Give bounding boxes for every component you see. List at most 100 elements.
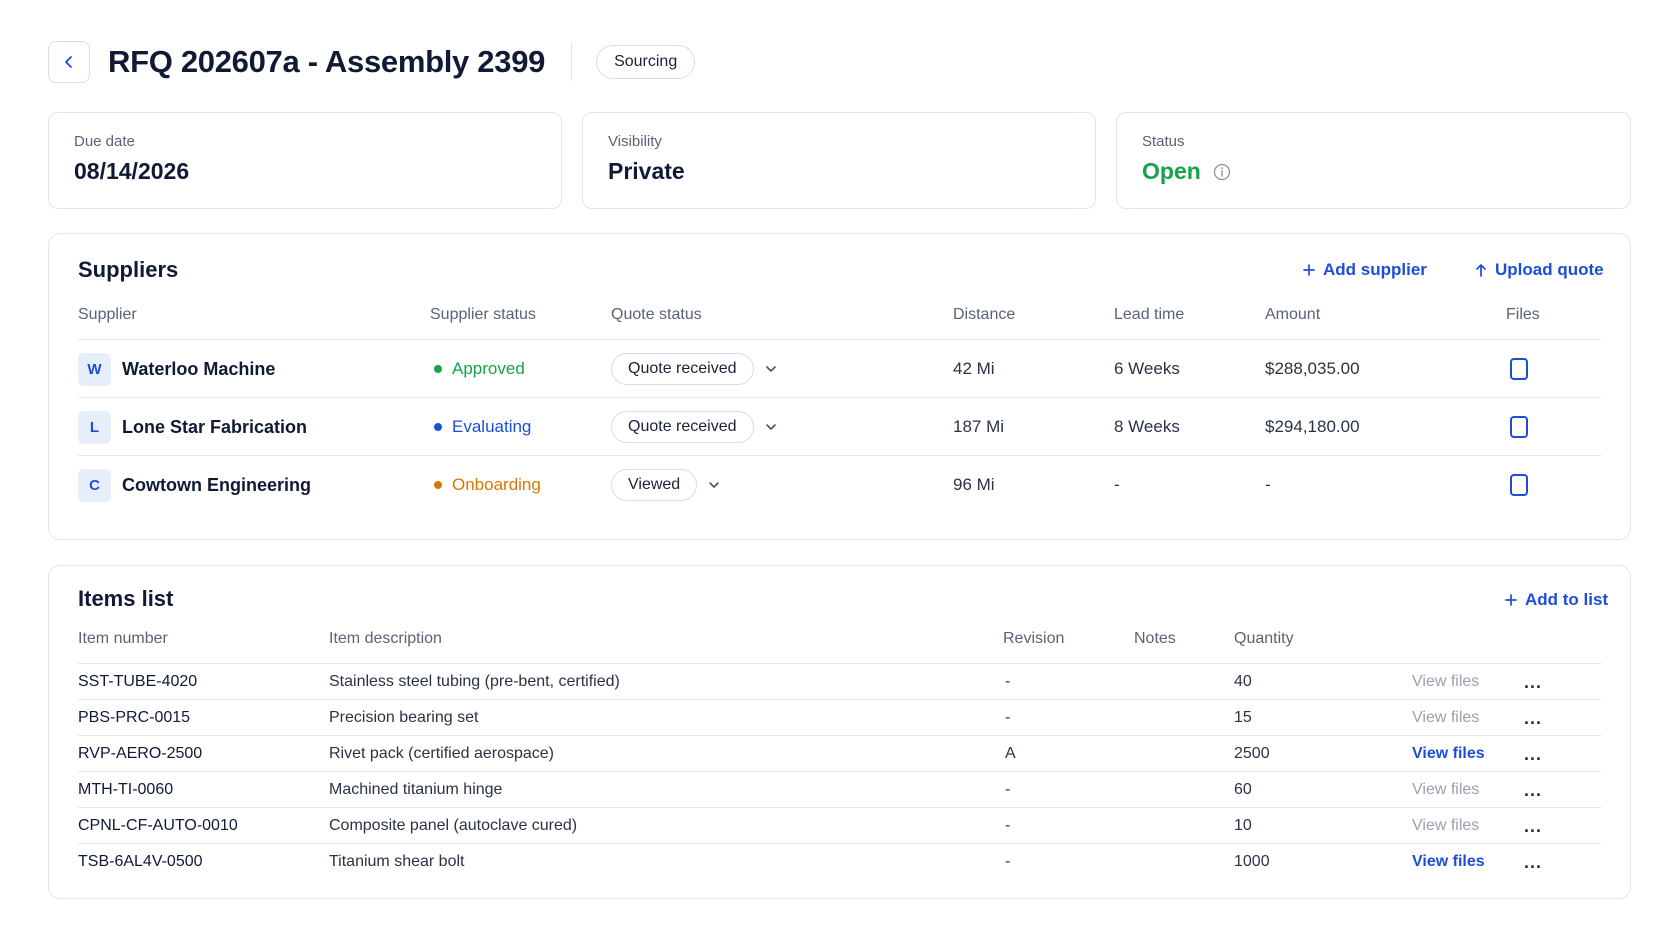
- status-dot-icon: [434, 481, 442, 489]
- item-revision: -: [1005, 673, 1011, 690]
- quote-status-dropdown[interactable]: [707, 478, 721, 492]
- view-files-link[interactable]: View files: [1412, 781, 1480, 798]
- chevron-down-icon: [765, 424, 776, 430]
- view-files-link[interactable]: View files: [1412, 817, 1480, 834]
- col-quote-status: Quote status: [611, 306, 702, 323]
- item-description: Machined titanium hinge: [329, 781, 503, 798]
- more-options-button[interactable]: ...: [1524, 815, 1543, 836]
- table-row: W Waterloo Machine Approved Quote received 4…: [78, 340, 1601, 398]
- avatar: L: [78, 410, 111, 444]
- chevron-left-icon: [65, 56, 72, 68]
- lead-time: 8 Weeks: [1114, 417, 1180, 436]
- col-supplier: Supplier: [78, 306, 137, 323]
- status-value: Open: [1142, 158, 1201, 184]
- add-to-list-button[interactable]: Add to list: [1505, 590, 1608, 610]
- table-row: CPNL-CF-AUTO-0010 Composite panel (autocl…: [78, 808, 1601, 844]
- item-description: Precision bearing set: [329, 709, 479, 726]
- amount: -: [1265, 475, 1271, 494]
- amount: $294,180.00: [1265, 417, 1360, 436]
- more-options-button[interactable]: ...: [1524, 851, 1543, 872]
- amount: $288,035.00: [1265, 359, 1360, 378]
- chevron-down-icon: [765, 366, 776, 372]
- col-amount: Amount: [1265, 306, 1321, 323]
- file-icon[interactable]: [1510, 474, 1528, 496]
- table-row: TSB-6AL4V-0500 Titanium shear bolt - 1000 Vi…: [78, 844, 1601, 880]
- suppliers-panel: Suppliers Add supplier Upload quote Supp…: [48, 233, 1631, 540]
- quote-status-dropdown[interactable]: [764, 362, 778, 376]
- suppliers-table-header: Supplier Supplier status Quote status Di…: [78, 306, 1601, 340]
- col-files: Files: [1506, 306, 1540, 323]
- distance: 96 Mi: [953, 475, 995, 494]
- item-revision: A: [1005, 745, 1016, 762]
- more-options-button[interactable]: ...: [1524, 743, 1543, 764]
- supplier-name: Waterloo Machine: [122, 358, 276, 379]
- col-revision: Revision: [1003, 630, 1065, 647]
- file-icon[interactable]: [1510, 358, 1528, 380]
- file-icon[interactable]: [1510, 416, 1528, 438]
- items-panel: Items list Add to list Item number Item …: [48, 565, 1631, 899]
- quote-status-pill[interactable]: Viewed: [611, 469, 698, 501]
- quote-status-cell: Quote received: [611, 398, 778, 456]
- page-title: RFQ 202607a - Assembly 2399: [108, 44, 546, 79]
- upload-quote-button[interactable]: Upload quote: [1475, 260, 1604, 280]
- item-number: RVP-AERO-2500: [78, 745, 203, 762]
- item-quantity: 1000: [1234, 853, 1270, 870]
- view-files-link[interactable]: View files: [1412, 709, 1480, 726]
- info-icon[interactable]: [1213, 163, 1231, 181]
- table-row: PBS-PRC-0015 Precision bearing set - 15 View…: [78, 700, 1601, 736]
- plus-icon: [1303, 264, 1315, 276]
- supplier-cell[interactable]: W Waterloo Machine: [78, 340, 275, 398]
- upload-quote-label: Upload quote: [1495, 260, 1604, 279]
- due-date-value: 08/14/2026: [74, 158, 190, 184]
- quote-status-dropdown[interactable]: [764, 420, 778, 434]
- item-quantity: 15: [1234, 709, 1252, 726]
- page-header: RFQ 202607a - Assembly 2399 Sourcing: [48, 40, 696, 84]
- add-supplier-label: Add supplier: [1323, 260, 1427, 279]
- more-options-button[interactable]: ...: [1524, 707, 1543, 728]
- avatar: W: [78, 352, 111, 386]
- table-row: MTH-TI-0060 Machined titanium hinge - 60 Vie…: [78, 772, 1601, 808]
- item-quantity: 40: [1234, 673, 1252, 690]
- view-files-link[interactable]: View files: [1412, 853, 1485, 870]
- item-revision: -: [1005, 853, 1011, 870]
- add-supplier-button[interactable]: Add supplier: [1303, 260, 1427, 280]
- col-notes: Notes: [1134, 630, 1176, 647]
- quote-status-pill[interactable]: Quote received: [611, 411, 754, 443]
- col-item-description: Item description: [329, 630, 442, 647]
- items-table-header: Item number Item description Revision No…: [78, 630, 1601, 664]
- view-files-link[interactable]: View files: [1412, 673, 1480, 690]
- quote-status-cell: Quote received: [611, 340, 778, 398]
- visibility-label: Visibility: [608, 133, 662, 150]
- supplier-cell[interactable]: C Cowtown Engineering: [78, 456, 311, 514]
- lead-time: -: [1114, 475, 1120, 494]
- suppliers-title: Suppliers: [78, 257, 179, 282]
- status-card: Status Open: [1116, 112, 1631, 209]
- more-options-button[interactable]: ...: [1524, 671, 1543, 692]
- due-date-label: Due date: [74, 133, 135, 150]
- table-row: C Cowtown Engineering Onboarding Viewed 96 M…: [78, 456, 1601, 514]
- back-button[interactable]: [48, 41, 90, 83]
- item-description: Rivet pack (certified aerospace): [329, 745, 554, 762]
- table-row: L Lone Star Fabrication Evaluating Quote re…: [78, 398, 1601, 456]
- files-cell: [1510, 340, 1528, 398]
- status-text: Evaluating: [452, 417, 532, 436]
- item-number: SST-TUBE-4020: [78, 673, 198, 690]
- item-revision: -: [1005, 781, 1011, 798]
- item-description: Titanium shear bolt: [329, 853, 465, 870]
- item-number: TSB-6AL4V-0500: [78, 853, 203, 870]
- arrow-up-icon: [1476, 264, 1486, 277]
- title-divider: [571, 43, 573, 81]
- lead-time: 6 Weeks: [1114, 359, 1180, 378]
- more-options-button[interactable]: ...: [1524, 779, 1543, 800]
- view-files-link[interactable]: View files: [1412, 745, 1485, 762]
- item-quantity: 2500: [1234, 745, 1270, 762]
- status-value-row: Open: [1142, 158, 1605, 185]
- supplier-status: Evaluating: [434, 398, 531, 456]
- quote-status-pill[interactable]: Quote received: [611, 353, 754, 385]
- item-description: Stainless steel tubing (pre-bent, certif…: [329, 673, 620, 690]
- quote-status-cell: Viewed: [611, 456, 721, 514]
- plus-icon: [1505, 594, 1517, 606]
- item-quantity: 60: [1234, 781, 1252, 798]
- supplier-cell[interactable]: L Lone Star Fabrication: [78, 398, 307, 456]
